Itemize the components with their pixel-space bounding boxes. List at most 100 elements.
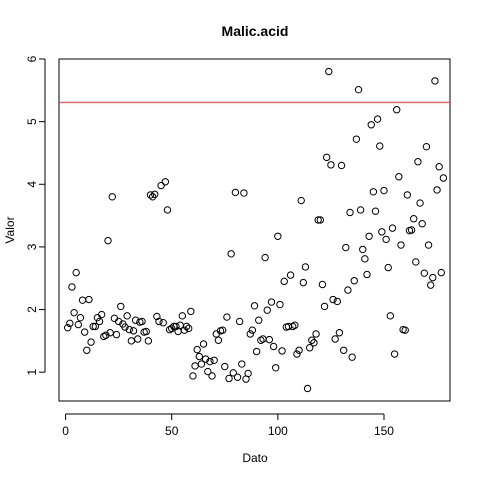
- data-point: [367, 121, 375, 129]
- data-point: [201, 355, 210, 363]
- data-point: [369, 188, 378, 196]
- data-point: [261, 253, 269, 262]
- data-point: [204, 367, 212, 376]
- data-point: [210, 356, 218, 364]
- data-point: [121, 323, 129, 331]
- data-point: [263, 306, 271, 314]
- data-point: [244, 369, 252, 378]
- data-point: [218, 326, 227, 334]
- data-point: [318, 280, 327, 289]
- data-point: [76, 313, 85, 322]
- data-point: [80, 328, 89, 336]
- data-point: [363, 270, 371, 279]
- data-point: [331, 335, 339, 343]
- data-point: [299, 278, 308, 287]
- data-point: [350, 277, 358, 285]
- data-point: [66, 319, 74, 328]
- data-point: [301, 263, 310, 271]
- data-point: [151, 190, 159, 198]
- data-point: [112, 330, 121, 339]
- data-point: [148, 193, 157, 201]
- data-point: [291, 321, 299, 329]
- data-point: [380, 186, 388, 195]
- data-point: [206, 357, 214, 366]
- data-point: [168, 324, 176, 333]
- data-point: [384, 263, 392, 272]
- y-tick-label: 4: [25, 181, 39, 188]
- data-point: [64, 324, 72, 332]
- data-point: [272, 364, 280, 372]
- data-point: [123, 312, 131, 320]
- data-point: [223, 313, 231, 321]
- data-point: [138, 317, 146, 326]
- data-point: [250, 302, 259, 310]
- data-point: [142, 327, 150, 336]
- data-point: [267, 298, 276, 306]
- data-point: [410, 215, 418, 223]
- data-point: [248, 326, 257, 334]
- data-point: [255, 316, 263, 324]
- data-points: [64, 67, 448, 393]
- data-point: [102, 331, 110, 339]
- data-point: [182, 322, 191, 331]
- data-point: [193, 345, 201, 354]
- data-point: [312, 330, 320, 338]
- data-point: [214, 336, 223, 344]
- data-point: [339, 346, 348, 354]
- data-point: [172, 322, 180, 331]
- data-point: [361, 255, 369, 263]
- data-point: [233, 373, 242, 381]
- data-point: [195, 352, 204, 361]
- data-point: [371, 207, 380, 215]
- data-point: [433, 186, 441, 194]
- data-point: [191, 362, 199, 370]
- data-point: [155, 317, 163, 326]
- data-point: [365, 232, 373, 240]
- data-point: [95, 317, 104, 326]
- data-point: [240, 189, 248, 197]
- data-point: [426, 281, 435, 289]
- y-tick-label: 1: [25, 369, 39, 376]
- data-point: [395, 173, 403, 181]
- x-axis-label: Dato: [242, 451, 268, 465]
- chart-title: Malic.acid: [222, 23, 289, 39]
- y-tick-label: 5: [25, 118, 39, 125]
- data-point: [265, 335, 274, 344]
- data-point: [308, 336, 316, 344]
- data-point: [435, 163, 443, 171]
- data-point: [293, 350, 301, 358]
- data-point: [110, 314, 119, 323]
- data-point: [83, 346, 91, 354]
- data-point: [68, 283, 76, 291]
- data-point: [117, 302, 125, 311]
- data-point: [401, 326, 409, 334]
- data-point: [252, 347, 261, 356]
- data-point: [85, 295, 93, 304]
- data-point: [325, 67, 333, 76]
- data-point: [390, 350, 399, 358]
- x-tick-label: 100: [268, 424, 288, 438]
- data-point: [184, 324, 193, 333]
- data-point: [407, 226, 416, 234]
- data-point: [373, 115, 382, 123]
- data-point: [72, 268, 80, 277]
- data-point: [414, 158, 422, 166]
- data-point: [376, 142, 384, 150]
- data-point: [346, 208, 354, 217]
- data-point: [74, 320, 83, 329]
- data-point: [129, 327, 138, 335]
- data-point: [416, 199, 424, 207]
- data-point: [70, 308, 78, 317]
- data-point: [424, 241, 433, 249]
- data-point: [320, 302, 329, 311]
- data-point: [327, 161, 335, 169]
- data-point: [157, 181, 165, 190]
- data-point: [134, 335, 142, 343]
- data-point: [286, 271, 295, 279]
- data-point: [388, 224, 397, 232]
- data-point: [197, 360, 206, 368]
- data-point: [144, 337, 153, 345]
- y-tick-label: 6: [25, 55, 39, 62]
- x-axis: 0 50 100 150: [62, 413, 394, 438]
- y-axis: 1 2 3 4 5 6: [25, 55, 46, 376]
